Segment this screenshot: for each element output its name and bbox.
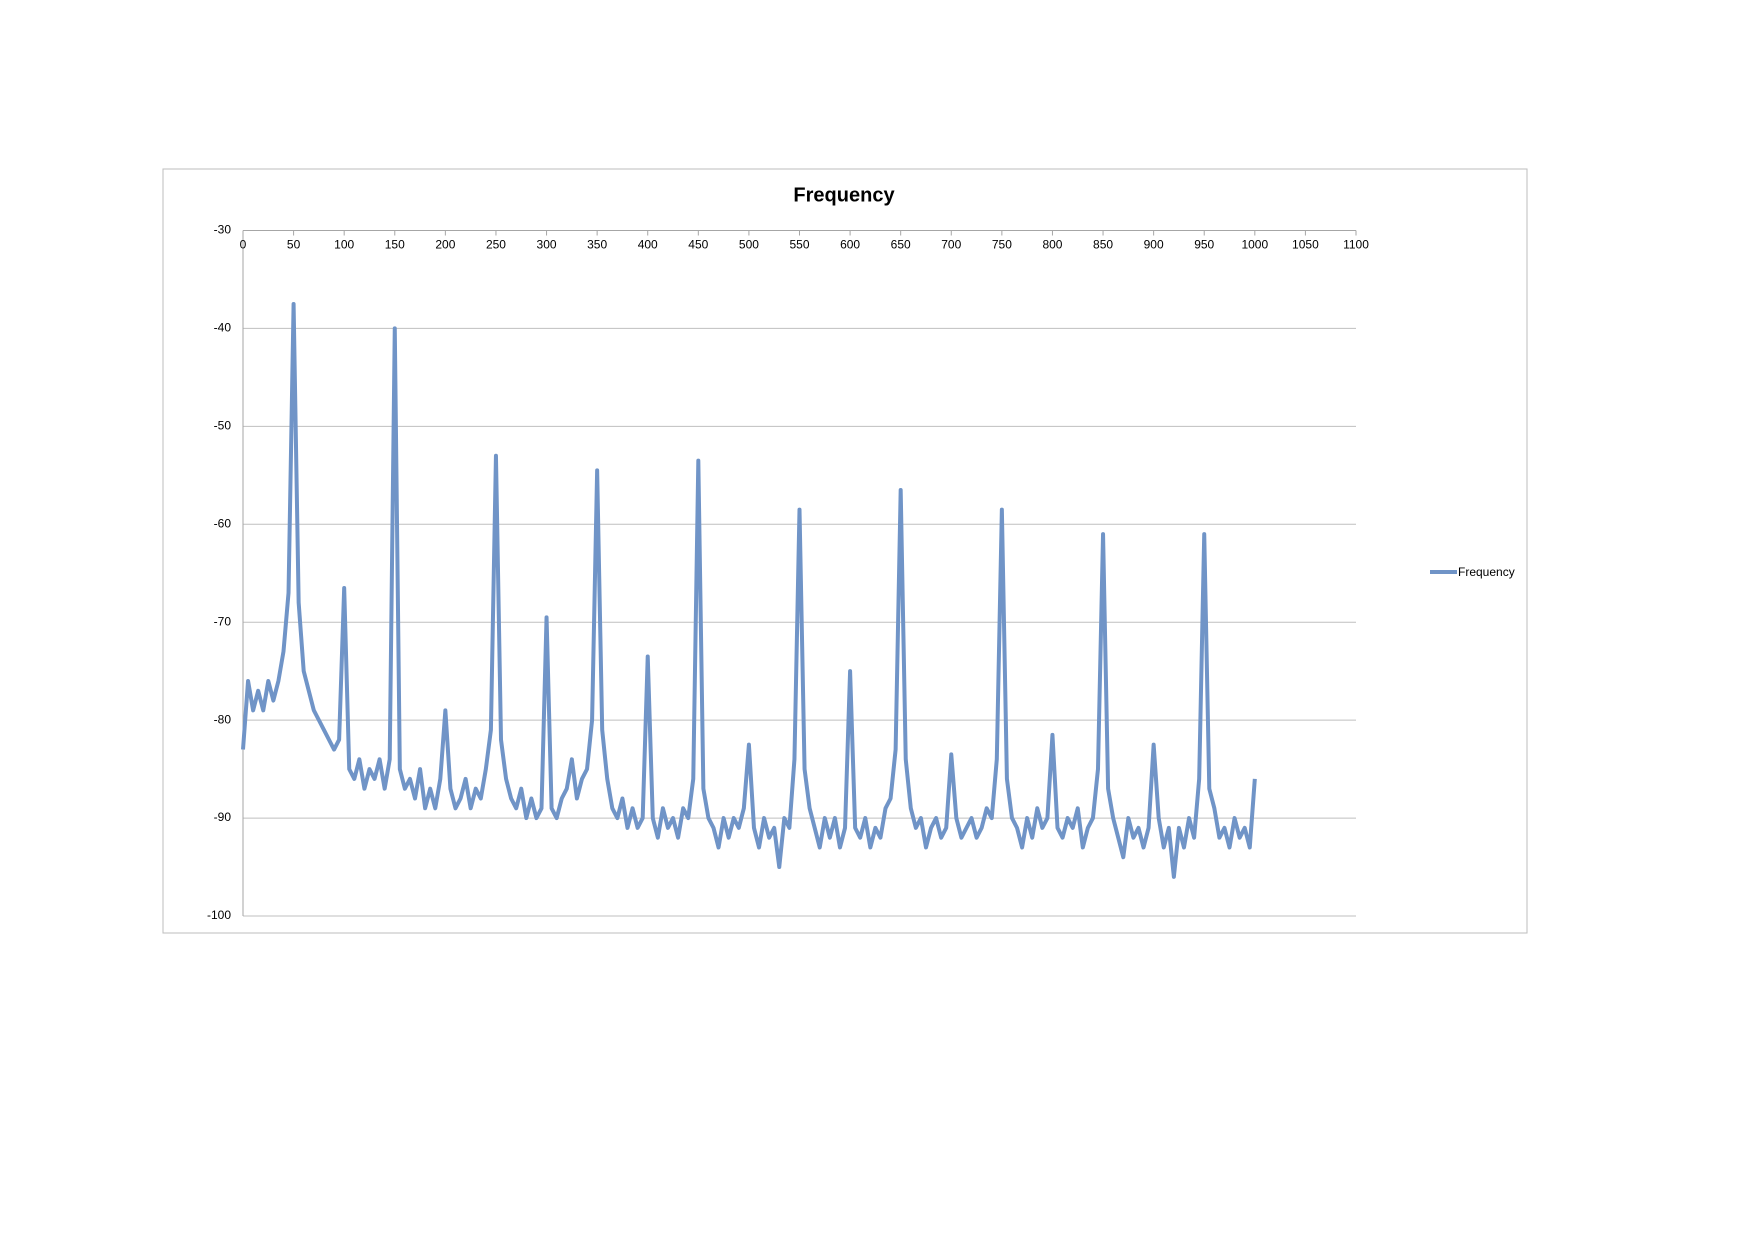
x-tick-label: 500 xyxy=(739,238,759,252)
y-tick-label: -60 xyxy=(214,516,232,530)
x-tick-label: 750 xyxy=(992,238,1012,252)
x-tick-label: 1000 xyxy=(1241,238,1268,252)
x-tick-label: 850 xyxy=(1093,238,1113,252)
y-tick-label: -40 xyxy=(214,321,232,335)
y-tick-label: -90 xyxy=(214,810,232,824)
x-tick-label: 400 xyxy=(638,238,658,252)
y-tick-label: -70 xyxy=(214,614,232,628)
x-tick-label: 300 xyxy=(537,238,557,252)
x-tick-label: 200 xyxy=(435,238,455,252)
chart-title: Frequency xyxy=(793,184,895,206)
x-tick-label: 450 xyxy=(688,238,708,252)
y-tick-label: -80 xyxy=(214,712,232,726)
x-tick-label: 600 xyxy=(840,238,860,252)
x-tick-label: 150 xyxy=(385,238,405,252)
y-tick-label: -100 xyxy=(207,908,231,922)
x-tick-label: 100 xyxy=(334,238,354,252)
x-tick-label: 0 xyxy=(240,238,247,252)
x-tick-label: 900 xyxy=(1144,238,1164,252)
y-tick-label: -30 xyxy=(214,223,232,237)
line-series xyxy=(241,301,1257,879)
x-tick-label: 250 xyxy=(486,238,506,252)
y-tick-label: -50 xyxy=(214,419,232,433)
x-tick-label: 550 xyxy=(789,238,809,252)
x-tick-label: 650 xyxy=(891,238,911,252)
x-tick-label: 800 xyxy=(1042,238,1062,252)
x-tick-label: 350 xyxy=(587,238,607,252)
x-tick-label: 50 xyxy=(287,238,301,252)
x-tick-label: 1050 xyxy=(1292,238,1319,252)
legend-label: Frequency xyxy=(1458,565,1515,579)
x-tick-label: 1100 xyxy=(1343,238,1369,252)
x-tick-label: 950 xyxy=(1194,238,1214,252)
x-tick-label: 700 xyxy=(941,238,961,252)
